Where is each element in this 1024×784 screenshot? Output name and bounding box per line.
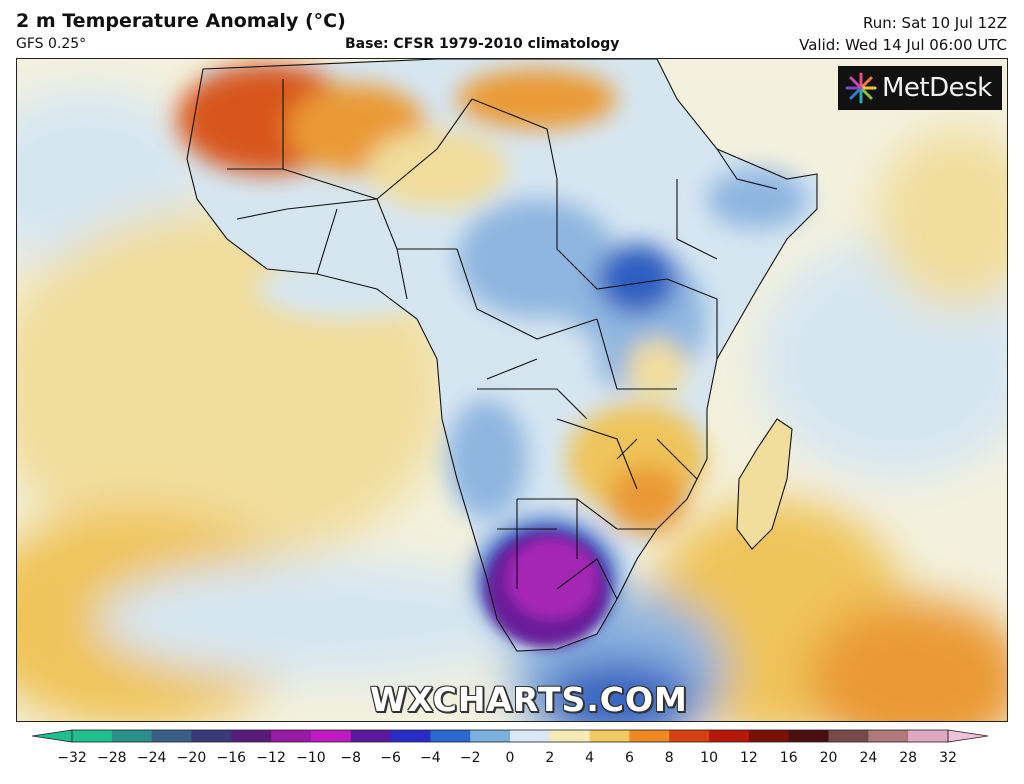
anomaly-map — [17, 59, 1007, 721]
colorbar-tick-label: −20 — [176, 750, 207, 766]
colorbar-tick-label: −24 — [136, 750, 167, 766]
colorbar-segment — [510, 730, 551, 742]
colorbar-tick-label: −12 — [256, 750, 286, 766]
colorbar-tick-label: −16 — [216, 750, 247, 766]
climatology-base-label: Base: CFSR 1979-2010 climatology — [345, 36, 620, 52]
colorbar-segment — [868, 730, 909, 742]
colorbar-arrow-left — [31, 729, 73, 743]
colorbar-segment — [788, 730, 830, 742]
colorbar-segment — [191, 730, 232, 742]
run-time-label: Run: Sat 10 Jul 12Z — [862, 14, 1007, 32]
colorbar-segment — [350, 730, 392, 742]
colorbar-tick-label: −32 — [57, 750, 87, 766]
colorbar-segment — [231, 730, 272, 742]
colorbar-segment — [470, 730, 511, 742]
colorbar-segment — [390, 730, 431, 742]
colorbar-tick-label: −10 — [296, 750, 326, 766]
colorbar-segment — [271, 730, 312, 742]
colorbar-arrow-right — [947, 729, 989, 743]
cold-core — [485, 531, 609, 647]
colorbar-tick-label: −4 — [420, 750, 441, 766]
colorbar-segment — [669, 730, 710, 742]
valid-time-label: Valid: Wed 14 Jul 06:00 UTC — [799, 36, 1007, 54]
colorbar-strip — [31, 729, 989, 743]
colorbar-tick-label: 24 — [859, 750, 878, 766]
colorbar-segment — [430, 730, 471, 742]
colorbar-tick-label: 2 — [545, 750, 555, 766]
chart-header: 2 m Temperature Anomaly (°C) GFS 0.25° B… — [0, 0, 1024, 58]
country-borders — [186, 59, 818, 652]
colorbar-tick-label: 28 — [899, 750, 918, 766]
colorbar-segment — [629, 730, 670, 742]
colorbar-tick-label: 6 — [624, 750, 634, 766]
colorbar-segment — [748, 730, 790, 742]
colorbar-segment — [111, 730, 153, 742]
colorbar-tick-label: −2 — [459, 750, 481, 766]
colorbar: −32 −28 −24 −20 −16 −12 −10 −8 −6 −4 −2 0 2 4 6 8 10 12 16… — [0, 726, 1024, 784]
colorbar-segment — [549, 730, 591, 742]
colorbar-tick-label: 16 — [779, 750, 798, 766]
colorbar-tick-label: 32 — [939, 750, 957, 766]
colorbar-segment — [709, 730, 750, 742]
colorbar-segment — [908, 730, 949, 742]
watermark: WXCHARTS.COM — [370, 680, 688, 719]
logo-text: MetDesk — [882, 73, 992, 103]
model-label: GFS 0.25° — [16, 36, 87, 52]
colorbar-segment — [828, 730, 869, 742]
colorbar-tick-label: 12 — [739, 750, 758, 766]
colorbar-segment — [151, 730, 192, 742]
colorbar-segment — [310, 730, 352, 742]
colorbar-tick-label: 20 — [819, 750, 838, 766]
colorbar-tick-label: 0 — [505, 750, 515, 766]
colorbar-tick-label: −8 — [340, 750, 362, 766]
colorbar-tick-label: −28 — [97, 750, 127, 766]
metdesk-logo: MetDesk — [838, 66, 1002, 110]
chart-title: 2 m Temperature Anomaly (°C) — [16, 10, 346, 32]
colorbar-tick-label: 8 — [664, 750, 674, 766]
metdesk-starburst-icon — [845, 72, 877, 104]
colorbar-tick-label: 10 — [700, 750, 718, 766]
map-panel[interactable] — [16, 58, 1008, 722]
colorbar-tick-label: −6 — [380, 750, 401, 766]
colorbar-tick-label: 4 — [585, 750, 595, 766]
land-madagascar — [737, 419, 792, 549]
colorbar-segment — [72, 730, 113, 742]
colorbar-segment — [589, 730, 630, 742]
